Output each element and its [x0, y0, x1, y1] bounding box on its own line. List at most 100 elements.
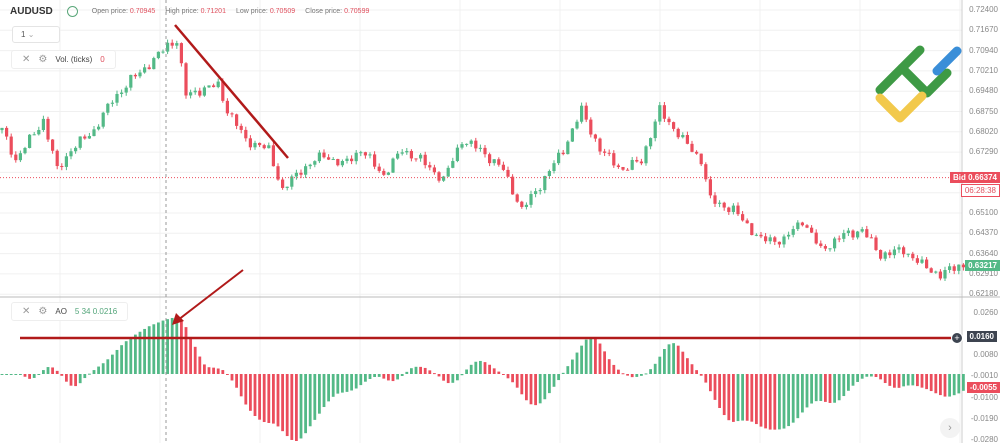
ao-bar — [331, 374, 335, 397]
ao-bar — [157, 322, 160, 374]
candle — [5, 127, 9, 137]
ao-bar — [428, 370, 432, 374]
ao-bar — [681, 351, 685, 374]
candle — [202, 87, 206, 96]
crosshair-plus-icon[interactable]: + — [951, 332, 963, 344]
ao-bar — [506, 374, 510, 379]
candle — [354, 152, 358, 162]
candle — [584, 105, 588, 120]
volume-value: 0 — [100, 55, 105, 64]
candle — [856, 231, 860, 238]
ao-bar — [543, 374, 547, 400]
ao-bar — [101, 363, 105, 374]
clock-icon[interactable] — [66, 6, 78, 17]
gear-icon[interactable]: ⚙ — [38, 306, 48, 317]
candle — [768, 237, 772, 242]
candle — [796, 222, 800, 230]
candle — [961, 264, 965, 268]
candle — [713, 195, 717, 204]
candle — [524, 204, 528, 207]
candle — [308, 164, 312, 167]
ao-bar — [78, 374, 82, 384]
close-icon[interactable]: ✕ — [22, 306, 31, 317]
candle — [653, 121, 657, 139]
timeframe-select[interactable]: 1 ⌄ — [12, 26, 60, 43]
candle — [14, 154, 18, 161]
ao-bar — [575, 352, 579, 374]
candle — [764, 236, 768, 242]
ao-bar — [603, 351, 606, 374]
candle — [322, 152, 326, 158]
open-value: 0.70945 — [129, 8, 156, 15]
ao-bar — [874, 374, 878, 377]
candle — [400, 152, 404, 154]
ao-bar — [249, 374, 252, 411]
ao-bar — [557, 374, 560, 381]
ao-bar — [686, 358, 689, 374]
candle — [32, 134, 36, 136]
last-price-tag: 0.63217 — [965, 260, 1000, 271]
candle — [428, 165, 432, 168]
ao-axis-label: -0.0010 — [970, 371, 998, 381]
ao-indicator-legend: ✕ ⚙ AO 5 34 0.0216 — [11, 302, 129, 321]
ao-bar — [796, 374, 800, 419]
ao-bar — [212, 367, 215, 374]
candle — [143, 67, 147, 73]
ao-bar — [106, 359, 110, 374]
candle — [363, 152, 367, 156]
candle — [681, 134, 685, 138]
candle — [0, 127, 4, 131]
ao-bar — [382, 374, 386, 379]
candle — [262, 145, 266, 149]
bid-price-tag: Bid 0.66374 — [949, 172, 1000, 183]
ao-bar — [276, 374, 280, 427]
price-axis-label: 0.68750 — [969, 106, 998, 116]
candle — [635, 159, 639, 162]
ao-bar — [175, 317, 179, 374]
close-icon[interactable]: ✕ — [22, 54, 31, 65]
arrow-annotation — [177, 269, 244, 321]
ao-bar — [295, 374, 298, 441]
candle — [41, 118, 45, 131]
candle — [892, 249, 896, 256]
ao-bar — [920, 374, 924, 388]
symbol-name[interactable]: AUDUSD — [10, 6, 53, 17]
close-label: Close price: — [305, 8, 343, 15]
candle — [253, 142, 257, 148]
candle — [133, 74, 137, 77]
candle — [437, 172, 441, 181]
scroll-right-button[interactable]: › — [940, 418, 960, 438]
candle — [911, 253, 915, 259]
candle — [225, 100, 229, 114]
ao-bar — [391, 374, 395, 382]
candle — [267, 145, 271, 149]
candle — [649, 138, 653, 147]
ao-bar — [28, 374, 31, 379]
ao-bar — [336, 374, 340, 394]
ao-axis-label: -0.0190 — [970, 413, 998, 423]
candle — [658, 105, 662, 122]
ao-bar — [952, 374, 956, 396]
ao-bar — [612, 364, 616, 374]
candle — [101, 112, 105, 127]
ao-bar — [538, 374, 542, 404]
ao-bar — [847, 374, 850, 391]
ao-bar — [699, 374, 703, 376]
ao-bar — [837, 374, 841, 401]
ao-bar — [653, 363, 657, 374]
candle — [92, 129, 96, 137]
ao-bar — [479, 360, 482, 374]
ao-bar — [134, 334, 137, 374]
ao-last-tag: -0.0055 — [966, 382, 1000, 393]
ao-bar — [456, 374, 459, 381]
candle — [359, 152, 363, 154]
gear-icon[interactable]: ⚙ — [38, 54, 48, 65]
candle — [60, 166, 64, 168]
ao-bar — [111, 354, 114, 374]
candle — [414, 158, 418, 160]
candle — [350, 158, 354, 162]
price-axis-label: 0.70940 — [969, 45, 998, 55]
ao-bar — [736, 374, 740, 422]
candle — [97, 126, 101, 130]
